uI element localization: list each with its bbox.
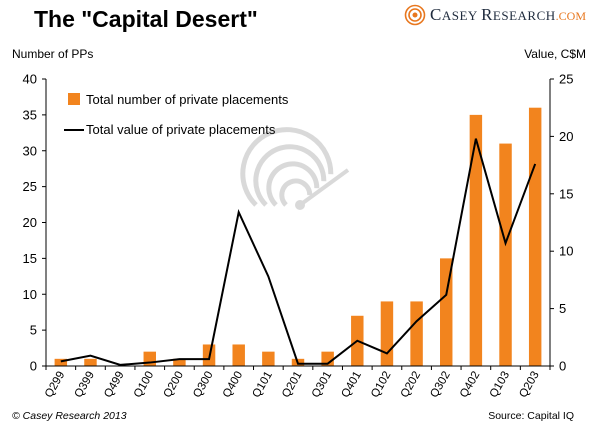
- left-tick-label: 10: [23, 287, 37, 302]
- x-tick-label: Q401: [339, 370, 363, 400]
- x-tick-label: Q200: [162, 370, 186, 400]
- copyright-note: © Casey Research 2013: [12, 410, 127, 422]
- left-tick-label: 5: [30, 323, 37, 338]
- legend-bar-label: Total number of private placements: [86, 92, 289, 107]
- bar: [262, 351, 275, 366]
- bar: [54, 358, 68, 366]
- bar: [469, 114, 483, 366]
- bar: [410, 301, 423, 366]
- x-tick-label: Q402: [458, 370, 482, 400]
- x-tick-label: Q202: [399, 370, 423, 400]
- left-tick-label: 30: [23, 143, 37, 158]
- left-tick-label: 0: [30, 359, 37, 374]
- casey-research-logo: CASEY RESEARCH.COM: [404, 4, 586, 26]
- left-tick-label: 35: [23, 107, 37, 122]
- left-tick-label: 40: [23, 72, 37, 87]
- x-tick-label: Q499: [102, 370, 126, 400]
- bar: [380, 301, 394, 366]
- watermark-target-icon: [240, 127, 350, 210]
- bar: [528, 107, 542, 366]
- x-tick-label: Q400: [221, 370, 245, 400]
- watermark-ring: [266, 161, 320, 207]
- x-tick-label: Q299: [43, 370, 67, 400]
- right-tick-label: 10: [559, 244, 573, 259]
- x-tick-label: Q103: [488, 370, 512, 400]
- watermark-ring: [279, 178, 313, 207]
- left-tick-label: 15: [23, 251, 37, 266]
- bar: [499, 143, 512, 366]
- x-tick-label: Q301: [310, 370, 334, 400]
- x-tick-label: Q102: [369, 370, 393, 400]
- x-tick-label: Q203: [517, 370, 541, 400]
- chart-title: The "Capital Desert": [34, 6, 258, 32]
- x-tick-label: Q300: [191, 370, 215, 400]
- x-tick-label: Q201: [280, 370, 304, 400]
- watermark-arrow: [298, 168, 350, 207]
- right-tick-label: 15: [559, 186, 573, 201]
- x-tick-label: Q302: [428, 370, 452, 400]
- x-tick-label: Q101: [250, 370, 274, 400]
- bar: [173, 358, 186, 366]
- x-tick-label: Q100: [132, 370, 156, 400]
- right-tick-label: 0: [559, 359, 566, 374]
- logo-wordmark: CASEY RESEARCH.COM: [430, 5, 586, 24]
- value-line: [60, 138, 537, 366]
- target-logo-icon: [404, 4, 426, 26]
- x-tick-label: Q399: [73, 370, 97, 400]
- right-tick-label: 20: [559, 129, 573, 144]
- right-tick-label: 5: [559, 301, 566, 316]
- bar: [440, 258, 453, 366]
- left-tick-label: 20: [23, 215, 37, 230]
- left-axis-title: Number of PPs: [12, 47, 94, 61]
- watermark-ring: [253, 144, 327, 207]
- right-axis-title: Value, C$M: [524, 47, 586, 61]
- source-note: Source: Capital IQ: [488, 410, 574, 422]
- right-tick-label: 25: [559, 72, 573, 87]
- bar: [232, 344, 245, 366]
- watermark-ring: [240, 127, 334, 207]
- legend-bar-swatch: [68, 93, 80, 105]
- left-tick-label: 25: [23, 179, 37, 194]
- bar: [84, 358, 97, 366]
- legend-line-label: Total value of private placements: [86, 122, 276, 137]
